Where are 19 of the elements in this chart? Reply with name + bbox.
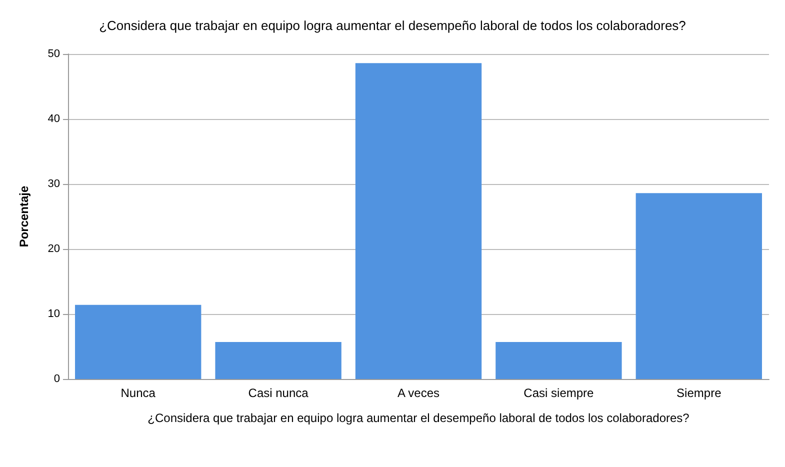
bar — [215, 342, 342, 379]
bar — [75, 304, 202, 379]
y-tick-label: 0 — [54, 373, 60, 385]
y-axis-title: Porcentaje — [17, 185, 31, 248]
y-tick-label: 40 — [48, 113, 60, 125]
bar — [355, 63, 482, 379]
chart-title: ¿Considera que trabajar en equipo logra aumentar el desempeño laboral de todos los colaboradores? — [99, 18, 686, 33]
y-tick-label: 30 — [48, 178, 60, 190]
y-tick-label: 50 — [48, 48, 60, 60]
x-tick-label: Casi nunca — [248, 386, 309, 400]
x-tick-label: Siempre — [676, 386, 722, 400]
x-tick-label: Casi siempre — [524, 386, 594, 400]
y-tick-label: 10 — [48, 308, 60, 320]
x-tick-label: Nunca — [120, 386, 156, 400]
bar — [496, 342, 622, 379]
y-tick-label: 20 — [48, 243, 60, 255]
bar — [636, 193, 762, 379]
x-axis-title: ¿Considera que trabajar en equipo logra aumentar el desempeño laboral de todos los colaboradores? — [148, 411, 690, 425]
x-tick-label: A veces — [397, 386, 440, 400]
